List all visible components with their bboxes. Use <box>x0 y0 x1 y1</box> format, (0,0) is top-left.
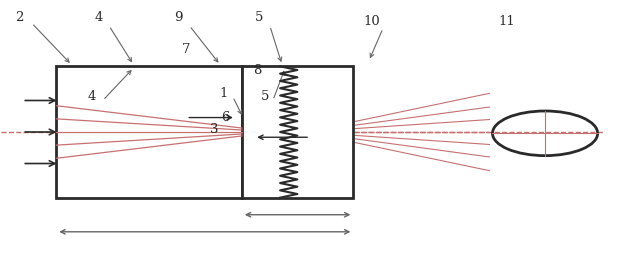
Text: 11: 11 <box>498 15 515 28</box>
Text: 5: 5 <box>255 11 264 24</box>
Bar <box>242 66 353 198</box>
Text: 4: 4 <box>88 90 97 103</box>
Text: 3: 3 <box>210 123 218 136</box>
Text: 4: 4 <box>94 11 103 24</box>
Text: 7: 7 <box>182 43 190 56</box>
Text: 10: 10 <box>363 15 380 28</box>
Bar <box>56 66 242 198</box>
Text: 6: 6 <box>221 111 229 124</box>
Text: 2: 2 <box>15 11 24 24</box>
Text: 9: 9 <box>174 11 182 24</box>
Text: 8: 8 <box>253 64 262 77</box>
Text: 5: 5 <box>261 90 270 103</box>
Text: 1: 1 <box>219 87 228 100</box>
